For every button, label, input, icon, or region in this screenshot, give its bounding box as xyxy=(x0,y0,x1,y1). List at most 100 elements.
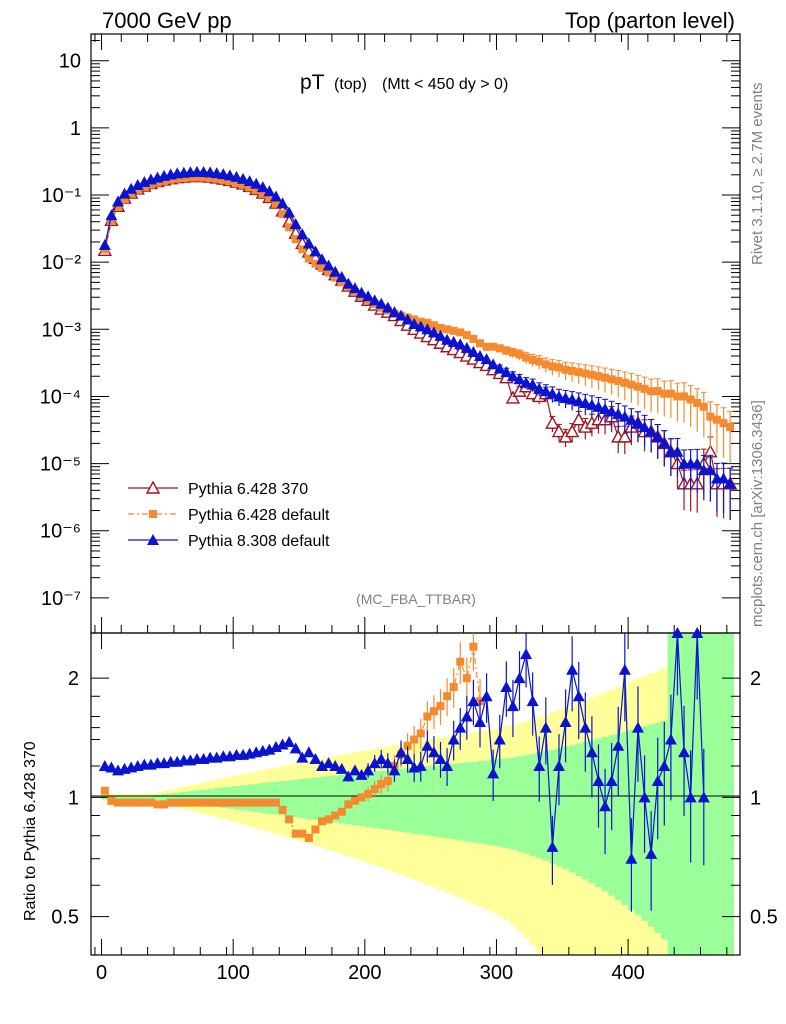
data-point xyxy=(179,174,188,183)
data-point xyxy=(574,368,583,377)
ratio-point xyxy=(480,690,493,702)
band-1sigma xyxy=(121,795,129,800)
data-point xyxy=(309,245,322,257)
ratio-point xyxy=(291,829,300,838)
data-point xyxy=(98,239,111,251)
ratio-panel-frame xyxy=(90,632,741,956)
ratio-y-tick-label: 2 xyxy=(68,668,79,690)
data-point xyxy=(520,376,533,388)
ratio-point xyxy=(368,757,381,769)
ratio-point xyxy=(395,746,408,758)
ratio-point xyxy=(585,746,598,758)
band-1sigma xyxy=(114,795,122,800)
ratio-point xyxy=(645,847,658,859)
data-point xyxy=(296,228,309,240)
band-1sigma xyxy=(483,760,491,845)
x-tick-label: 300 xyxy=(480,962,513,984)
ratio-point xyxy=(342,770,355,782)
ratio-point xyxy=(107,796,116,805)
band-1sigma xyxy=(167,793,175,802)
band-1sigma xyxy=(661,720,669,940)
ratio-point xyxy=(651,774,664,786)
data-point xyxy=(434,329,447,341)
data-point xyxy=(671,445,684,457)
data-point xyxy=(388,306,401,318)
band-1sigma xyxy=(252,783,261,813)
ratio-point xyxy=(283,735,296,747)
x-tick-label: 0 xyxy=(96,962,107,984)
band-1sigma xyxy=(489,759,497,846)
ratio-point xyxy=(421,739,434,751)
data-point xyxy=(533,382,546,394)
data-point xyxy=(199,173,208,182)
ratio-point xyxy=(691,627,704,638)
band-1sigma xyxy=(371,771,379,828)
ratio-point xyxy=(296,751,309,763)
ratio-point xyxy=(388,764,401,776)
ratio-point xyxy=(239,798,248,807)
header-left: 7000 GeV pp xyxy=(102,8,232,33)
band-1sigma xyxy=(325,776,333,822)
data-point xyxy=(318,263,327,272)
ratio-uncertainty-bands xyxy=(101,633,734,955)
ratio-point xyxy=(469,642,478,651)
band-1sigma xyxy=(384,770,392,830)
data-point xyxy=(427,326,440,338)
data-point xyxy=(401,313,414,325)
band-1sigma xyxy=(463,762,471,842)
band-1sigma xyxy=(621,731,629,905)
ratio-point xyxy=(225,798,234,807)
ratio-point xyxy=(362,764,375,776)
band-1sigma xyxy=(542,751,550,861)
data-point xyxy=(337,278,346,287)
data-point xyxy=(545,415,560,429)
main-series-2 xyxy=(98,165,737,521)
legend-marker xyxy=(147,534,159,545)
ratio-point xyxy=(186,798,195,807)
ratio-point xyxy=(271,798,280,807)
ratio-point xyxy=(335,762,348,774)
data-point xyxy=(239,180,248,189)
ratio-point xyxy=(612,739,625,751)
band-1sigma xyxy=(713,633,721,955)
ratio-point xyxy=(160,800,169,809)
band-1sigma xyxy=(470,761,478,843)
ratio-point xyxy=(638,791,651,803)
band-1sigma xyxy=(456,762,465,841)
x-tick-label: 400 xyxy=(611,962,644,984)
data-point xyxy=(252,186,261,195)
data-point xyxy=(561,365,570,374)
legend-marker xyxy=(149,510,157,518)
y-tick-label: 10 xyxy=(59,51,81,73)
ratio-point xyxy=(357,793,366,802)
data-point xyxy=(408,317,421,329)
plot-title-sub1: (top) xyxy=(334,76,367,93)
data-point xyxy=(271,199,280,208)
data-point xyxy=(541,360,550,369)
ratio-point xyxy=(410,735,419,744)
band-1sigma xyxy=(430,765,438,837)
ratio-point xyxy=(232,798,241,807)
data-point xyxy=(298,245,307,254)
band-1sigma xyxy=(233,786,241,810)
data-point xyxy=(436,323,445,332)
data-point xyxy=(120,195,129,204)
band-1sigma xyxy=(509,757,517,850)
band-1sigma xyxy=(582,742,590,880)
data-point xyxy=(618,410,631,422)
band-1sigma xyxy=(298,778,307,819)
ratio-point xyxy=(447,733,460,745)
band-1sigma xyxy=(516,756,524,852)
ratio-point xyxy=(436,702,445,711)
data-point xyxy=(601,373,610,382)
data-point xyxy=(225,177,234,186)
data-point xyxy=(724,477,737,489)
ratio-y-axis-label: Ratio to Pythia 6.428 370 xyxy=(22,741,39,921)
ratio-point xyxy=(625,852,638,864)
data-point xyxy=(581,369,590,378)
data-point xyxy=(362,290,375,302)
data-point xyxy=(467,345,480,357)
data-point xyxy=(283,206,296,218)
band-1sigma xyxy=(450,763,458,840)
